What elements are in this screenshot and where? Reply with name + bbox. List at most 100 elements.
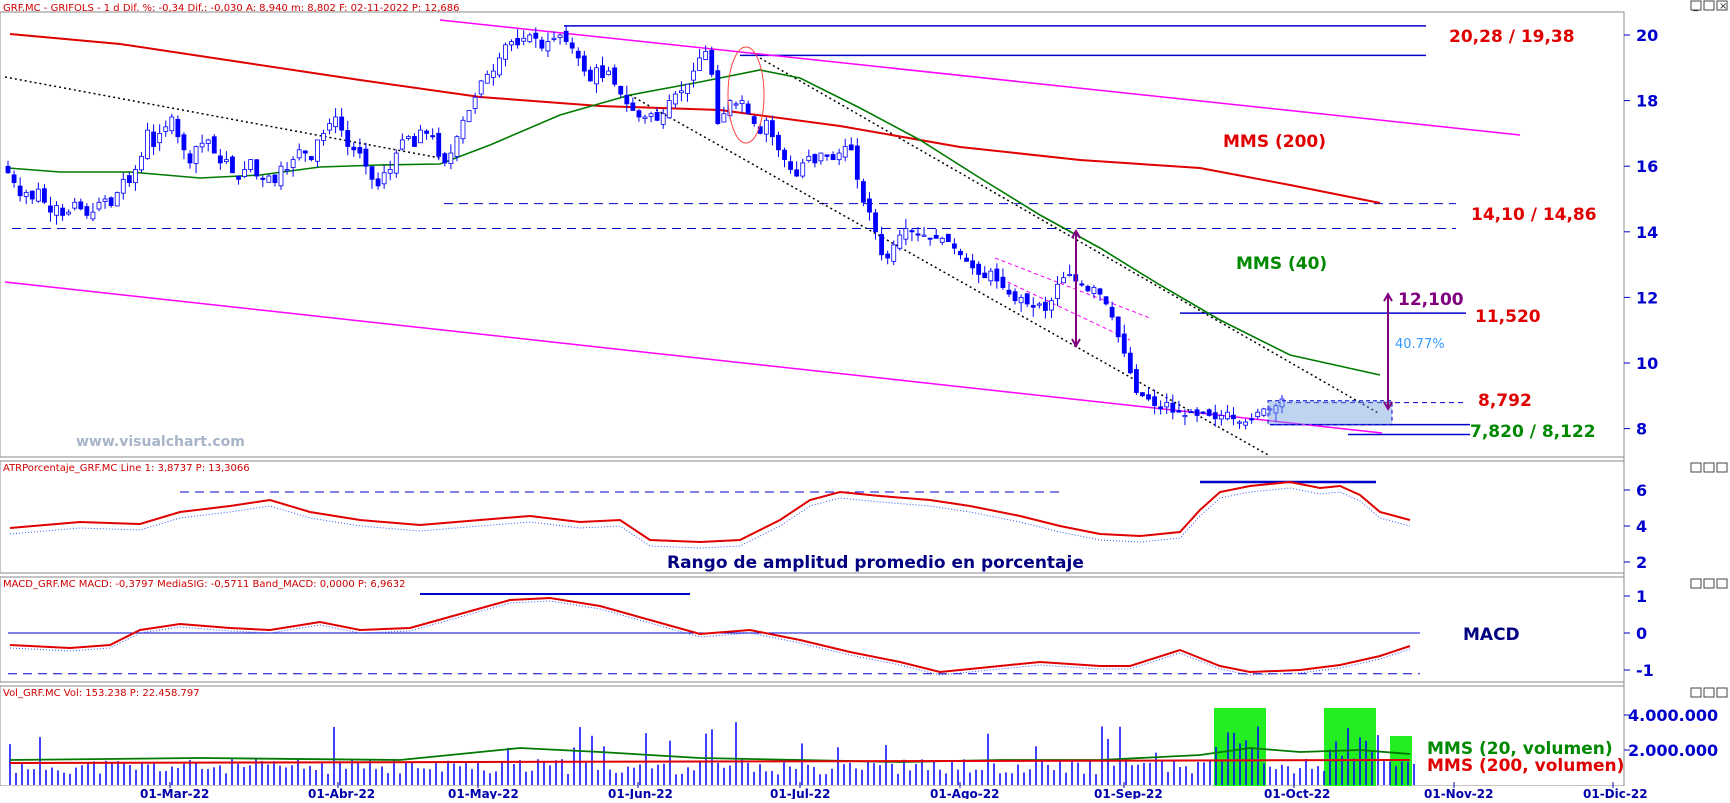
candle-body: [436, 132, 442, 157]
candle-body: [363, 148, 369, 167]
candle: [509, 39, 514, 52]
candle-body: [175, 118, 181, 138]
candle: [66, 209, 72, 216]
candle: [430, 128, 436, 140]
candle: [327, 118, 332, 135]
candle: [314, 139, 320, 168]
candle-body: [782, 149, 787, 161]
candle: [1261, 407, 1267, 418]
candle: [600, 56, 605, 83]
candle: [1152, 389, 1157, 415]
candle: [175, 115, 181, 144]
candle: [891, 240, 897, 266]
candle: [1194, 407, 1200, 423]
candle: [126, 172, 132, 187]
candle-body: [515, 37, 520, 46]
candle: [848, 137, 854, 151]
candle: [296, 143, 302, 161]
candle-body: [448, 152, 454, 164]
candle-body: [1109, 306, 1115, 318]
candle-body: [333, 116, 339, 128]
atr-tick-label: 2: [1636, 553, 1647, 572]
candle-body: [575, 50, 581, 59]
label-support2: 7,820 / 8,122: [1470, 422, 1596, 442]
candle: [1225, 404, 1230, 421]
candle: [11, 170, 17, 188]
volume-window-buttons[interactable]: [1690, 687, 1728, 698]
candle: [721, 106, 727, 123]
price-tick-label: 12: [1636, 288, 1658, 307]
candle-body: [830, 154, 836, 161]
candle-body: [1061, 277, 1066, 284]
volume-highlight-box: [1324, 708, 1376, 786]
label-support1: 14,10 / 14,86: [1471, 205, 1597, 225]
candle-body: [139, 155, 144, 171]
candle-body: [733, 103, 739, 106]
candle: [867, 192, 872, 221]
date-axis: [0, 786, 1730, 799]
candle: [1043, 296, 1048, 319]
candle: [5, 160, 11, 174]
atr-window-buttons[interactable]: [1690, 462, 1728, 473]
macd-window-buttons[interactable]: [1690, 578, 1728, 589]
volume-header: Vol_GRF.MC Vol: 153.238 P: 22.458.797: [3, 688, 200, 699]
candle: [181, 132, 187, 160]
volume-ma200-line: [9, 759, 1411, 764]
candle: [939, 236, 945, 246]
candle-body: [648, 113, 654, 117]
candle: [958, 248, 963, 260]
date-tick-label: 01-Sep-22: [1094, 787, 1163, 799]
candle: [442, 151, 448, 167]
candle-body: [1158, 406, 1164, 410]
candle-body: [618, 85, 624, 95]
candle: [478, 79, 484, 99]
candle-body: [557, 34, 563, 38]
candle-body: [217, 155, 223, 164]
date-tick-label: 01-Jul-22: [770, 787, 830, 799]
candle-body: [163, 126, 169, 132]
candle-body: [861, 181, 866, 203]
candle-body: [1249, 418, 1255, 421]
candle-body: [545, 41, 551, 52]
candle: [551, 31, 557, 42]
candle: [278, 161, 284, 190]
measure-arrow-1-head-bottom: [1071, 338, 1081, 349]
candle: [108, 196, 114, 208]
candle-body: [606, 70, 611, 76]
candle-body: [187, 153, 193, 164]
price-window-buttons[interactable]: _ ×: [1690, 0, 1728, 12]
candle: [120, 172, 126, 200]
candle: [521, 30, 527, 46]
atr-header: ATRPorcentaje_GRF.MC Line 1: 3,8737 P: 1…: [3, 463, 250, 474]
candle: [248, 159, 254, 173]
candle-body: [236, 175, 241, 180]
candle-body: [794, 169, 800, 177]
candle-body: [151, 131, 157, 147]
candle: [830, 151, 836, 161]
candle: [412, 133, 417, 147]
candle-body: [1170, 402, 1176, 413]
candle: [533, 27, 539, 48]
candle: [393, 149, 399, 178]
candle: [569, 37, 575, 54]
candle-body: [1055, 283, 1060, 300]
candle: [236, 175, 241, 185]
candle-body: [454, 136, 460, 157]
candle-body: [1079, 283, 1085, 286]
candle: [1127, 346, 1133, 375]
candle-body: [308, 156, 314, 161]
candle: [1079, 280, 1085, 287]
candle: [539, 36, 545, 52]
candle-body: [199, 142, 205, 148]
candle-body: [242, 169, 248, 178]
candle-body: [891, 244, 897, 262]
candle: [448, 144, 454, 170]
price-tick-label: 8: [1636, 420, 1647, 439]
candle: [490, 63, 496, 86]
candle: [35, 182, 41, 203]
candle: [976, 261, 982, 284]
candle-body: [424, 130, 430, 134]
candle-body: [721, 113, 727, 123]
candle-body: [703, 51, 709, 60]
candle-body: [1085, 285, 1091, 292]
